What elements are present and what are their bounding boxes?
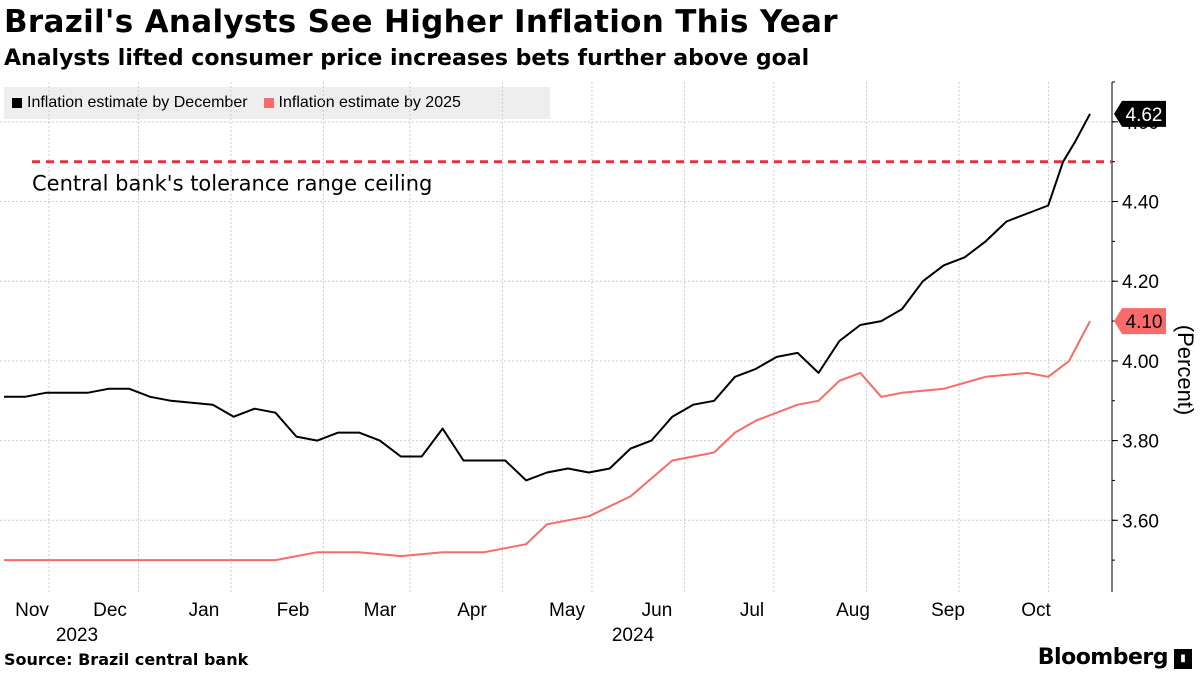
y-tick-label: 3.60 [1122, 511, 1159, 532]
series-line-december [4, 113, 1091, 482]
y-axis-label: (Percent) [1173, 325, 1198, 415]
x-tick-label: Apr [457, 600, 487, 621]
legend-label-2025: Inflation estimate by 2025 [278, 94, 461, 111]
x-tick-label: Jun [642, 600, 673, 621]
x-tick-label: Jul [740, 600, 764, 621]
y-tick-label: 4.20 [1122, 272, 1159, 293]
last-value-label-2025: 4.10 [1126, 312, 1163, 333]
legend-item-december: Inflation estimate by December [12, 94, 248, 112]
source-note: Source: Brazil central bank [4, 650, 249, 669]
x-tick-label: Oct [1021, 600, 1051, 621]
last-value-tag-december [1114, 100, 1166, 127]
y-tick-label: 3.80 [1122, 432, 1159, 453]
x-tick-label: May [549, 600, 585, 621]
tolerance-ceiling-label: Central bank's tolerance range ceiling [32, 172, 432, 196]
y-tick-label: 4.00 [1122, 352, 1159, 373]
series-line-2025 [4, 320, 1091, 562]
chart-subtitle: Analysts lifted consumer price increases… [4, 46, 810, 71]
last-value-label-december: 4.62 [1126, 105, 1163, 126]
legend-swatch-2025 [263, 98, 274, 108]
x-tick-label: Aug [836, 600, 870, 621]
x-tick-label: Feb [277, 600, 310, 621]
last-value-tag-2025 [1114, 308, 1166, 335]
x-year-label: 2024 [612, 625, 655, 646]
x-tick-label: Dec [93, 600, 127, 621]
x-tick-label: Mar [364, 600, 397, 621]
y-tick-label: 4.40 [1122, 193, 1159, 214]
legend-item-2025: Inflation estimate by 2025 [263, 94, 461, 112]
chart-legend: Inflation estimate by December Inflation… [4, 87, 550, 119]
x-tick-label: Jan [189, 600, 220, 621]
legend-label-december: Inflation estimate by December [27, 94, 248, 111]
bloomberg-terminal-icon: ▮ [1174, 649, 1192, 669]
chart-title: Brazil's Analysts See Higher Inflation T… [4, 4, 838, 40]
x-tick-label: Sep [931, 600, 965, 621]
bloomberg-logo: Bloomberg [1037, 645, 1169, 670]
x-tick-label: Nov [15, 600, 49, 621]
legend-swatch-december [12, 98, 22, 108]
x-year-label: 2023 [56, 625, 98, 646]
